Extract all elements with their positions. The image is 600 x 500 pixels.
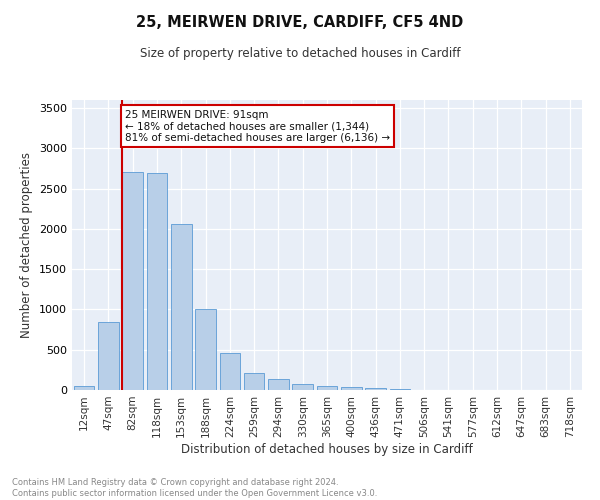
Bar bbox=[292, 384, 313, 390]
Bar bbox=[244, 372, 265, 390]
X-axis label: Distribution of detached houses by size in Cardiff: Distribution of detached houses by size … bbox=[181, 442, 473, 456]
Bar bbox=[146, 172, 167, 390]
Text: Contains HM Land Registry data © Crown copyright and database right 2024.
Contai: Contains HM Land Registry data © Crown c… bbox=[12, 478, 377, 498]
Bar bbox=[122, 172, 143, 390]
Bar bbox=[98, 322, 119, 390]
Bar bbox=[220, 354, 240, 390]
Text: 25, MEIRWEN DRIVE, CARDIFF, CF5 4ND: 25, MEIRWEN DRIVE, CARDIFF, CF5 4ND bbox=[136, 15, 464, 30]
Bar bbox=[341, 387, 362, 390]
Bar bbox=[365, 388, 386, 390]
Bar bbox=[74, 386, 94, 390]
Bar bbox=[317, 386, 337, 390]
Bar bbox=[195, 308, 216, 390]
Bar bbox=[171, 224, 191, 390]
Text: Size of property relative to detached houses in Cardiff: Size of property relative to detached ho… bbox=[140, 48, 460, 60]
Y-axis label: Number of detached properties: Number of detached properties bbox=[20, 152, 34, 338]
Text: 25 MEIRWEN DRIVE: 91sqm
← 18% of detached houses are smaller (1,344)
81% of semi: 25 MEIRWEN DRIVE: 91sqm ← 18% of detache… bbox=[125, 110, 390, 143]
Bar bbox=[268, 378, 289, 390]
Bar bbox=[389, 389, 410, 390]
